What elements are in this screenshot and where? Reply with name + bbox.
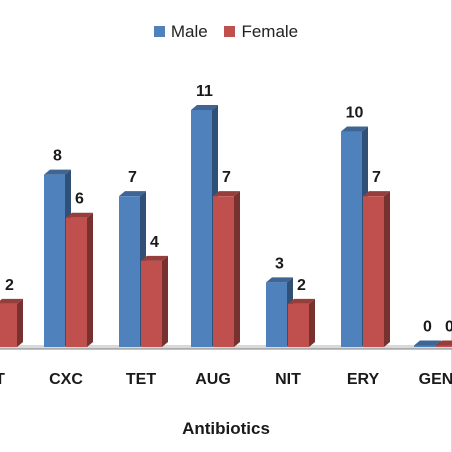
x-tick-label-ery: ERY [347,371,380,388]
x-tick-label-aug: AUG [195,371,231,388]
bar-ery-male [341,131,362,347]
data-label-gen-female: 0 [445,319,452,336]
bar-tet-female [141,260,162,347]
legend-item-male: Male [153,22,208,42]
bar-side-nit-female [309,298,315,347]
data-label-cxc-female: 6 [75,191,84,208]
bar-side-cxc-female [87,212,93,347]
bar-nit-female [288,303,309,347]
bar-top-tet-female [141,255,168,261]
data-label-ery-male: 10 [346,105,364,122]
bar-top-cxc-male [44,169,71,175]
data-label-partial-female: 2 [5,277,14,294]
bar-partial-female [0,303,17,347]
bar-aug-male [191,110,212,347]
bar-top-gen-male [414,340,441,346]
bar-aug-female [213,196,234,347]
bar-top-partial-female [0,298,23,304]
bar-tet-male [119,196,140,347]
bar-top-ery-female [363,191,390,197]
x-axis-title: Antibiotics [182,419,270,438]
legend-swatch-female [224,26,236,37]
bar-gen-female [436,345,452,347]
bar-top-nit-female [288,298,315,304]
bar-top-gen-female [436,340,452,346]
bar-top-aug-male [191,105,218,110]
bar-side-tet-female [162,255,168,347]
x-tick-label-partial: T [0,371,5,388]
legend-swatch-male [153,26,165,37]
bar-side-partial-female [17,298,23,347]
bar-side-aug-female [234,191,240,347]
bar-top-nit-male [266,277,293,283]
data-label-ery-female: 7 [372,169,381,186]
data-label-cxc-male: 8 [53,148,62,165]
legend-label-male: Male [170,22,208,41]
bar-top-aug-female [213,191,240,197]
data-label-aug-male: 11 [196,83,213,100]
data-label-tet-male: 7 [128,169,137,186]
bar-gen-male [414,345,435,347]
bar-ery-female [363,196,384,347]
bar-top-cxc-female [66,212,93,218]
x-tick-label-gen: GEN [419,371,452,388]
data-label-aug-female: 7 [222,169,231,186]
legend-item-female: Female [224,22,298,42]
x-tick-label-cxc: CXC [49,371,83,388]
bar-side-ery-female [384,191,390,347]
bar-nit-male [266,282,287,347]
bar-top-tet-male [119,191,146,197]
legend-label-female: Female [241,22,299,41]
x-tick-label-tet: TET [126,371,156,388]
data-label-nit-male: 3 [275,255,284,272]
data-label-nit-female: 2 [297,277,306,294]
data-label-tet-female: 4 [150,234,159,251]
x-tick-label-nit: NIT [275,371,301,388]
legend: Male Female [0,22,452,42]
bar-cxc-male [44,174,65,347]
bar-cxc-female [66,217,87,347]
bar-top-ery-male [341,126,368,132]
data-label-gen-male: 0 [423,319,432,336]
